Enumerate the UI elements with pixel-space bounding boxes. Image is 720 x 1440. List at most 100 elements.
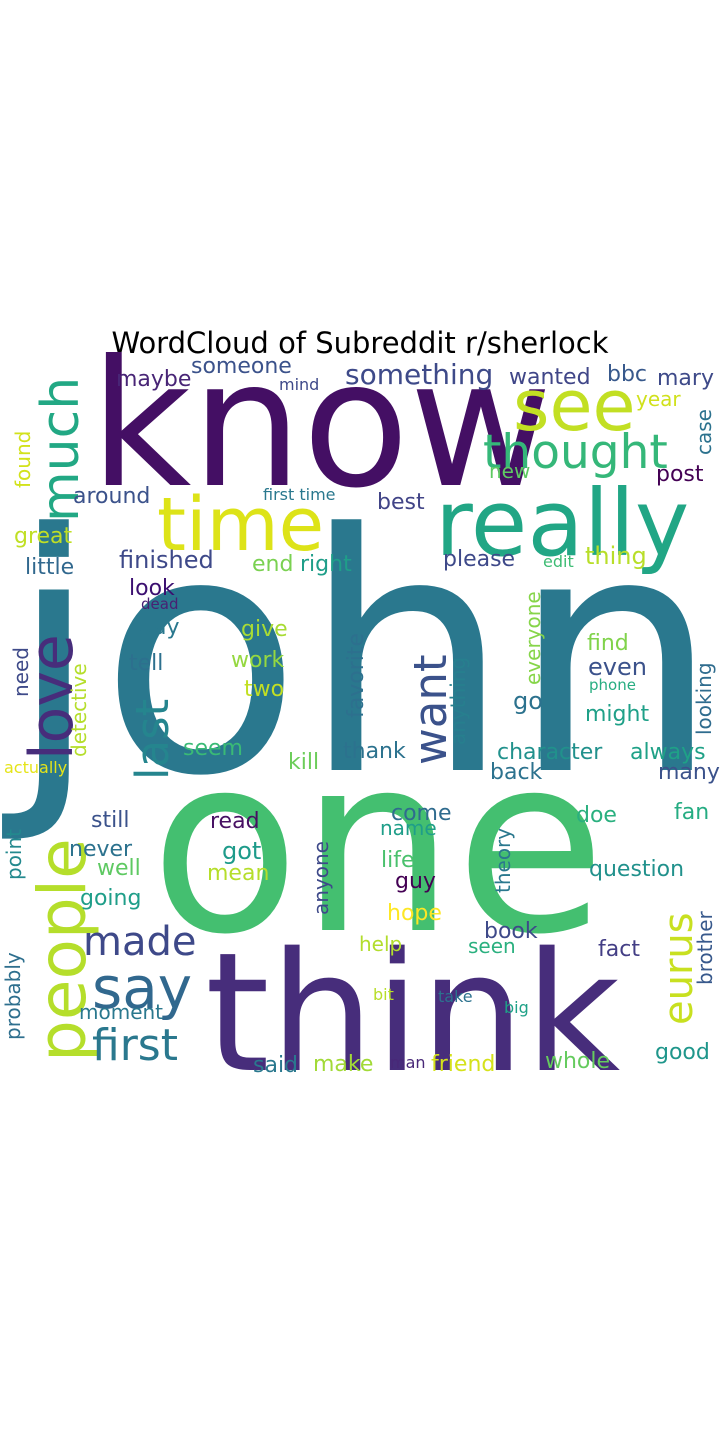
word-finished: finished	[119, 546, 214, 574]
word-give: give	[241, 617, 288, 642]
word-friend: friend	[431, 1052, 495, 1077]
word-man: man	[390, 1053, 426, 1072]
word-found: found	[11, 431, 35, 488]
word-see: see	[513, 365, 636, 447]
word-new: new	[489, 459, 530, 483]
word-kill: kill	[288, 750, 319, 775]
word-look: look	[129, 576, 175, 601]
word-know: know	[90, 324, 552, 527]
figure-title: WordCloud of Subreddit r/sherlock	[111, 326, 609, 360]
word-first-time: first time	[263, 485, 336, 504]
word-much: much	[31, 377, 91, 522]
word-made: made	[83, 919, 196, 965]
word-guy: guy	[395, 869, 436, 894]
word-book: book	[484, 919, 538, 944]
word-always: always	[630, 740, 706, 765]
word-say: say	[92, 954, 192, 1022]
word-whole: whole	[545, 1049, 610, 1074]
word-dead: dead	[141, 595, 178, 613]
word-john: john	[0, 464, 720, 848]
word-phone: phone	[589, 676, 636, 694]
word-moment: moment	[79, 1000, 163, 1024]
word-probably: probably	[1, 952, 25, 1040]
word-doe: doe	[576, 803, 617, 828]
word-big: big	[504, 998, 529, 1017]
word-back: back	[490, 760, 543, 785]
word-question: question	[589, 857, 684, 882]
word-character: character	[497, 740, 603, 765]
word-still: still	[91, 808, 129, 833]
word-eurus: eurus	[656, 912, 702, 1025]
word-anything: anything	[446, 657, 470, 745]
word-make: make	[313, 1052, 373, 1077]
word-time: time	[157, 482, 324, 568]
word-way: way	[135, 615, 180, 640]
word-brother: brother	[693, 910, 717, 985]
word-anyone: anyone	[309, 841, 333, 915]
word-year: year	[636, 387, 681, 411]
word-looking: looking	[692, 662, 716, 735]
word-go: go	[513, 687, 543, 715]
word-favorite: favorite	[344, 633, 369, 718]
word-take: take	[438, 987, 473, 1006]
word-little: little	[25, 555, 74, 580]
word-many: many	[658, 760, 720, 785]
word-might: might	[585, 702, 649, 727]
word-bbc: bbc	[607, 362, 647, 387]
word-never: never	[69, 837, 133, 862]
word-thank: thank	[343, 739, 406, 764]
word-something: something	[345, 358, 493, 391]
word-case: case	[692, 409, 716, 455]
word-got: got	[222, 837, 261, 865]
word-work: work	[231, 648, 284, 673]
word-right: right	[300, 552, 352, 577]
word-fact: fact	[598, 937, 640, 962]
word-detective: detective	[67, 663, 91, 757]
word-find: find	[587, 631, 629, 656]
word-mary: mary	[657, 366, 714, 391]
word-mind: mind	[279, 375, 319, 394]
word-name: name	[380, 816, 437, 840]
word-think: think	[205, 917, 621, 1109]
word-going: going	[80, 886, 141, 911]
word-tell: tell	[129, 651, 163, 676]
word-best: best	[377, 490, 425, 515]
word-good: good	[655, 1040, 710, 1065]
word-thought: thought	[483, 425, 668, 480]
word-please: please	[443, 547, 515, 572]
word-last: last	[126, 699, 179, 780]
word-edit: edit	[543, 552, 574, 571]
word-one: one	[150, 703, 606, 988]
word-mean: mean	[207, 861, 269, 886]
word-everyone: everyone	[521, 591, 545, 685]
word-thing: thing	[585, 542, 647, 570]
word-wanted: wanted	[509, 365, 591, 390]
word-seem: seem	[183, 736, 243, 761]
word-seen: seen	[468, 934, 516, 958]
word-someone: someone	[191, 354, 292, 379]
word-end: end	[252, 552, 293, 577]
word-great: great	[14, 524, 73, 549]
word-really: really	[435, 470, 689, 577]
word-first: first	[92, 1020, 178, 1071]
word-post: post	[656, 462, 704, 487]
word-even: even	[588, 653, 647, 681]
word-point: point	[2, 829, 26, 880]
word-two: two	[244, 677, 284, 702]
word-fan: fan	[674, 800, 709, 825]
word-come: come	[391, 801, 452, 826]
word-love: love	[17, 634, 87, 760]
word-want: want	[404, 654, 457, 765]
word-theory: theory	[491, 828, 515, 893]
word-around: around	[73, 484, 150, 509]
word-life: life	[381, 848, 415, 873]
word-said: said	[253, 1053, 298, 1078]
word-help: help	[359, 932, 402, 956]
word-need: need	[9, 647, 33, 697]
word-maybe: maybe	[116, 367, 191, 392]
word-read: read	[210, 809, 260, 834]
word-well: well	[97, 856, 141, 881]
word-people: people	[24, 838, 101, 1062]
word-hope: hope	[387, 901, 442, 926]
